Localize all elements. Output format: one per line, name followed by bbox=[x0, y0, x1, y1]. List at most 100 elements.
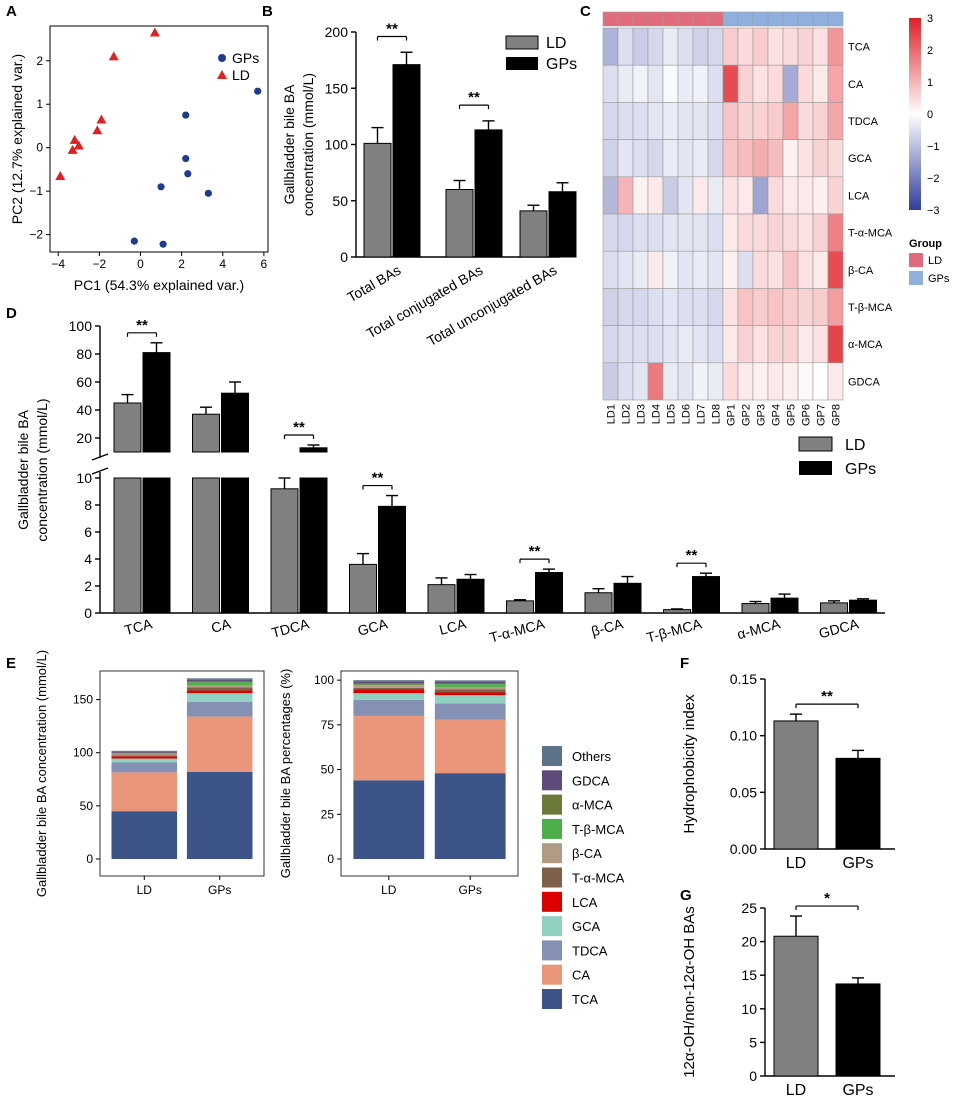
column-label: LD2 bbox=[621, 404, 633, 424]
x-tick-label: TDCA bbox=[270, 615, 312, 640]
heat-cell bbox=[737, 64, 754, 103]
heat-cell bbox=[812, 362, 829, 401]
heat-cell bbox=[692, 250, 709, 289]
y-tick-label: 150 bbox=[73, 693, 93, 707]
heat-cell bbox=[722, 27, 739, 66]
point-LD bbox=[67, 144, 78, 154]
color-scale bbox=[909, 18, 921, 210]
heat-cell bbox=[617, 325, 634, 364]
heat-cell bbox=[662, 362, 679, 401]
group-cell bbox=[602, 11, 619, 27]
group-cell bbox=[707, 11, 724, 27]
heat-cell bbox=[602, 325, 619, 364]
heat-cell bbox=[827, 176, 844, 215]
point-LD bbox=[55, 170, 66, 180]
heat-cell bbox=[647, 325, 664, 364]
significance-label: ** bbox=[468, 89, 480, 106]
stack-segment-LCA bbox=[111, 756, 178, 759]
bar-GPs bbox=[142, 352, 171, 453]
heat-cell bbox=[812, 139, 829, 178]
y-axis-label: Gallbladder bile BA bbox=[281, 84, 297, 205]
stack-segment-GDCA bbox=[186, 679, 253, 681]
heat-cell bbox=[812, 102, 829, 140]
legend-swatch bbox=[542, 818, 562, 839]
heat-cell bbox=[707, 64, 724, 103]
legend-label: Others bbox=[572, 749, 612, 764]
legend-label: α-MCA bbox=[572, 798, 613, 813]
stack-segment-α-MCA bbox=[186, 680, 253, 683]
x-tick-label: 0 bbox=[137, 257, 144, 271]
bar-GPs bbox=[221, 477, 249, 614]
heat-cell bbox=[767, 362, 784, 401]
y-axis-label: concentration (mmol/L) bbox=[300, 73, 316, 216]
heat-cell bbox=[752, 102, 769, 140]
heat-cell bbox=[827, 213, 844, 252]
bar-GPs bbox=[835, 983, 881, 1077]
heat-cell bbox=[632, 325, 649, 364]
column-label: LD8 bbox=[711, 404, 723, 424]
heat-cell bbox=[707, 288, 724, 326]
heat-cell bbox=[692, 213, 709, 252]
bar-GPs bbox=[299, 447, 328, 453]
legend-swatch-ld bbox=[505, 35, 539, 50]
heat-cell bbox=[812, 325, 829, 364]
bar-LD bbox=[349, 563, 377, 614]
heat-cell bbox=[662, 325, 679, 364]
legend-swatch bbox=[542, 940, 562, 961]
heat-cell bbox=[677, 102, 694, 140]
stack-segment-α-MCA bbox=[353, 683, 425, 685]
bar-LD bbox=[773, 935, 819, 1077]
heat-cell bbox=[812, 27, 829, 66]
x-tick-label: CA bbox=[209, 615, 233, 636]
panel-g: 0 5 10 15 20 25 12α-OH/non-12α-OH BAs LD GPs * bbox=[681, 890, 895, 1099]
row-label: LCA bbox=[848, 190, 870, 202]
heat-cell bbox=[707, 325, 724, 364]
stack-segment-GCA bbox=[353, 693, 425, 700]
heat-cell bbox=[632, 102, 649, 140]
heat-cell bbox=[752, 288, 769, 326]
heat-cell bbox=[617, 250, 634, 289]
bar-LD bbox=[427, 584, 456, 614]
y-tick-label: 60 bbox=[76, 374, 92, 390]
x-tick-label: β-CA bbox=[590, 615, 626, 639]
panel-label: E bbox=[6, 655, 16, 672]
x-tick-label: GPs bbox=[842, 855, 873, 872]
legend-swatch-gps bbox=[799, 461, 832, 475]
stack-segment-T-α-MCA bbox=[434, 689, 506, 693]
heat-cell bbox=[677, 362, 694, 401]
x-tick-label: LCA bbox=[437, 615, 468, 638]
stack-segment-TCA bbox=[353, 780, 425, 859]
axis-break bbox=[91, 453, 109, 461]
bar-GPs bbox=[535, 572, 563, 614]
heat-cell bbox=[692, 325, 709, 364]
y-tick-label: 150 bbox=[325, 80, 349, 96]
y-tick-label: 0 bbox=[84, 605, 92, 621]
heat-cell bbox=[662, 213, 679, 252]
heat-cell bbox=[647, 64, 664, 103]
heat-cell bbox=[602, 64, 619, 103]
heat-cell bbox=[707, 27, 724, 66]
group-cell bbox=[692, 11, 709, 27]
heat-cell bbox=[812, 213, 829, 252]
heat-cell bbox=[647, 213, 664, 252]
legend-label: TCA bbox=[572, 992, 598, 1007]
heat-cell bbox=[812, 288, 829, 326]
heat-cell bbox=[767, 27, 784, 66]
column-label: GP6 bbox=[801, 404, 813, 426]
point-GPs bbox=[254, 87, 262, 95]
heat-cell bbox=[827, 362, 844, 401]
group-cell bbox=[797, 11, 814, 27]
group-cell bbox=[812, 11, 829, 27]
bar-LD bbox=[773, 720, 819, 850]
y-axis-label: concentration (mmol/L) bbox=[34, 398, 50, 541]
significance-label: ** bbox=[686, 547, 698, 564]
heat-cell bbox=[737, 27, 754, 66]
column-label: GP8 bbox=[831, 404, 843, 426]
x-tick-label: GPs bbox=[208, 883, 231, 897]
heat-cell bbox=[632, 213, 649, 252]
panel-e: 0 50 100 150 Gallbladder bile BA concentrati… bbox=[34, 650, 625, 1009]
heat-cell bbox=[647, 288, 664, 326]
point-GPs bbox=[159, 240, 167, 248]
y-tick-label: 0.00 bbox=[730, 841, 757, 857]
stack-segment-GDCA bbox=[111, 751, 178, 753]
